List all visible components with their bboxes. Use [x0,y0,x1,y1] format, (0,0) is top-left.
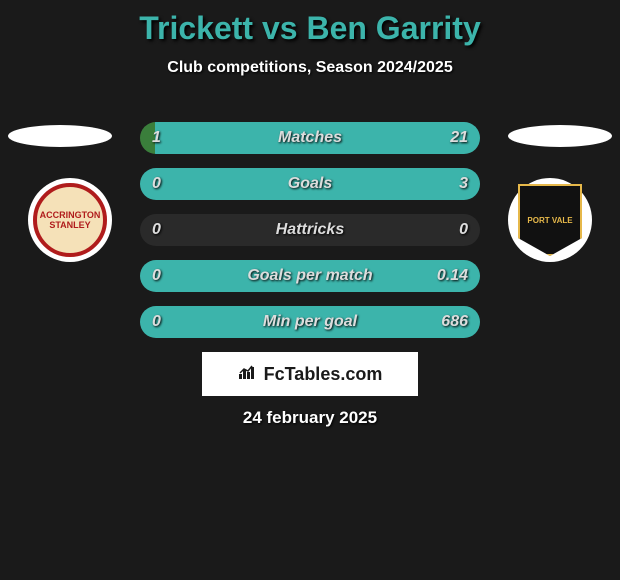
stat-value-right: 21 [450,122,468,154]
stat-value-right: 3 [459,168,468,200]
stat-bar-label: Matches [140,122,480,154]
player-b-ellipse-icon [508,125,612,147]
stat-bar: Matches1 21 [140,122,480,154]
team-b-crest-icon: PORT VALE [518,184,582,256]
stat-value-left: 0 [152,260,161,292]
stat-bar-label: Min per goal [140,306,480,338]
stat-value-right: 686 [441,306,468,338]
subtitle: Club competitions, Season 2024/2025 [0,59,620,77]
comparison-title: Trickett vs Ben Garrity [0,0,620,47]
chart-icon [238,364,258,385]
stat-value-left: 0 [152,214,161,246]
team-a-logo: ACCRINGTON STANLEY [28,178,112,262]
team-b-logo: PORT VALE [508,178,592,262]
stat-value-left: 0 [152,168,161,200]
stat-value-left: 1 [152,122,161,154]
stat-bar-label: Goals per match [140,260,480,292]
stat-value-right: 0 [459,214,468,246]
player-a-name: Trickett [139,10,253,46]
branding-text: FcTables.com [264,364,383,385]
stat-bar: Min per goal0 686 [140,306,480,338]
stat-bar: Goals per match0 0.14 [140,260,480,292]
stat-value-right: 0.14 [437,260,468,292]
stat-bars-container: Matches121Goals03Hattricks00Goals per ma… [140,122,480,352]
date-text: 24 february 2025 [0,408,620,428]
player-b-name: Ben Garrity [306,10,480,46]
stat-bar: Goals0 3 [140,168,480,200]
branding-box: FcTables.com [202,352,418,396]
player-a-ellipse-icon [8,125,112,147]
stat-bar-label: Goals [140,168,480,200]
stat-bar-label: Hattricks [140,214,480,246]
vs-text: vs [262,10,298,46]
team-a-crest-icon: ACCRINGTON STANLEY [33,183,107,257]
stat-bar: Hattricks0 0 [140,214,480,246]
stat-value-left: 0 [152,306,161,338]
